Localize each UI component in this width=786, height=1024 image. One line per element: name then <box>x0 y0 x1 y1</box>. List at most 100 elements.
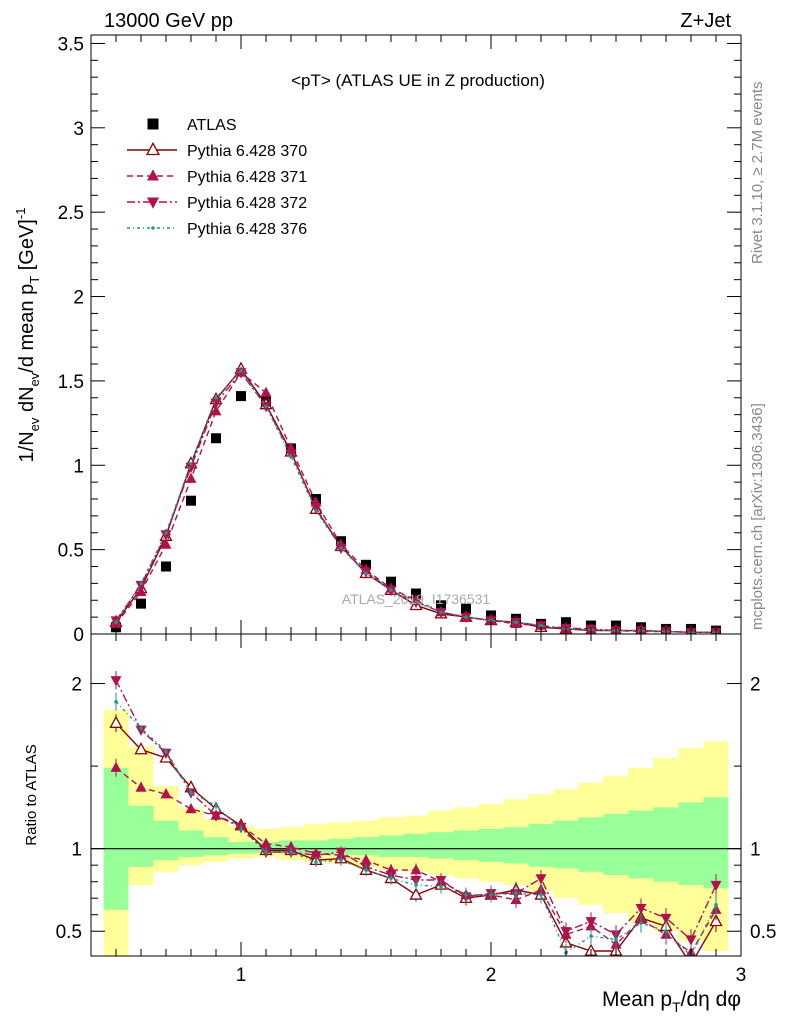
uncertainty-band-inner <box>228 842 254 854</box>
legend-label: Pythia 6.428 372 <box>187 195 307 212</box>
ratio-series-point-2 <box>685 935 697 946</box>
ratio-series-point-1 <box>360 854 372 865</box>
mcplots-label: mcplots.cern.ch [arXiv:1306.3436] <box>749 403 766 630</box>
uncertainty-band-inner <box>103 767 129 910</box>
ratio-series-point-2 <box>335 847 347 859</box>
main-series-point-4 <box>139 581 143 586</box>
main-series-point-3 <box>160 530 172 541</box>
ratio-series-point-2 <box>210 811 222 822</box>
main-ytick-label: 1 <box>73 456 84 477</box>
main-ytick-label: 0.5 <box>58 541 84 562</box>
ratio-series-point-3 <box>189 790 193 795</box>
ratio-series-point-2 <box>660 913 672 925</box>
legend: ATLAS Pythia 6.428 370 Pythia 6.428 371 Pyt… <box>127 117 307 238</box>
ratio-xlabel: Mean pT/dη dφ <box>602 988 741 1015</box>
ratio-series-point-2 <box>710 880 722 892</box>
main-axes: 0 0.5 1 1.5 2 2.5 3 3.5 <box>58 34 742 646</box>
ratio-series-point-1 <box>260 837 272 848</box>
main-series-point-4 <box>239 369 243 373</box>
main-ylabel: 1/Nev dNev/d mean pT [GeV]-1 <box>13 208 42 463</box>
uncertainty-band-inner <box>153 820 179 861</box>
ratio-series-point-3 <box>339 858 343 862</box>
main-series-point-3 <box>310 503 322 514</box>
uncertainty-band-inner <box>203 837 229 856</box>
main-series-point-4 <box>189 461 193 466</box>
ratio-series-point-3 <box>214 803 218 808</box>
atlas-data-point <box>211 433 221 444</box>
ratio-series-point-2 <box>585 917 597 928</box>
uncertainty-band-inner <box>453 830 479 861</box>
legend-marker <box>147 169 159 181</box>
ratio-panel: 0.5 0.5 1 1 2 2 1 2 3 Ratio to ATLAS Mean pT/dη … <box>23 633 776 1015</box>
main-series-point-4 <box>364 571 368 576</box>
rivet-label: Rivet 3.1.10, ≥ 2.7M events <box>749 82 766 265</box>
ratio-series-point-1 <box>160 788 172 799</box>
atlas-data-point <box>236 391 246 402</box>
uncertainty-band-inner <box>578 817 604 872</box>
main-series-point-2 <box>260 386 272 397</box>
main-series-point-4 <box>414 600 418 604</box>
legend-label: Pythia 6.428 370 <box>187 143 307 160</box>
atlas-data-point <box>386 576 396 587</box>
uncertainty-band-inner <box>128 805 154 867</box>
uncertainty-band-inner <box>478 828 504 862</box>
ratio-series-point-3 <box>264 850 268 854</box>
ratio-series-point-0 <box>109 715 123 728</box>
ratio-series-point-3 <box>414 883 418 887</box>
legend-marker <box>151 226 155 230</box>
ratio-series-point-3 <box>114 699 118 704</box>
legend-marker <box>147 197 159 209</box>
main-ytick-label: 1.5 <box>58 372 84 393</box>
atlas-data-point <box>411 588 421 599</box>
main-series-point-4 <box>289 455 293 459</box>
ratio-series-point-0 <box>134 742 148 755</box>
uncertainty-band-inner <box>303 840 329 854</box>
ratio-ytick-label-right: 2 <box>750 675 761 696</box>
ratio-series-point-2 <box>310 851 322 862</box>
ratio-series-point-3 <box>139 726 143 730</box>
main-ytick-label: 2 <box>73 288 84 309</box>
ratio-series-point-3 <box>364 868 368 872</box>
ratio-xtick-label: 1 <box>236 965 247 986</box>
main-ytick-label: 0 <box>73 625 84 646</box>
main-series-point-4 <box>539 623 543 628</box>
legend-marker <box>145 141 161 156</box>
main-series-point-3 <box>135 580 147 592</box>
main-panel: 0 0.5 1 1.5 2 2.5 3 3.5 <pT> (ATLAS UE in Z pro… <box>13 34 742 646</box>
legend-marker-atlas <box>147 118 159 130</box>
uncertainty-band-inner <box>178 830 204 857</box>
uncertainty-band-inner <box>378 835 404 857</box>
uncertainty-band-inner <box>353 837 379 856</box>
uncertainty-band-inner <box>528 823 554 867</box>
ratio-ytick-label: 0.5 <box>56 922 82 943</box>
atlas-data-point <box>436 600 446 611</box>
main-series-point-3 <box>235 368 247 379</box>
uncertainty-band-inner <box>503 827 529 864</box>
main-series-point-4 <box>464 615 468 619</box>
ratio-series-point-3 <box>664 929 668 933</box>
ratio-series-point-3 <box>464 893 468 897</box>
atlas-data-point <box>136 598 146 609</box>
main-series-point-2 <box>160 538 172 549</box>
ratio-series-point-1 <box>110 761 122 772</box>
ratio-xtick-label: 2 <box>486 965 497 986</box>
ratio-series-point-3 <box>514 891 518 896</box>
ratio-ytick-label: 2 <box>71 675 82 696</box>
ratio-series-point-3 <box>164 749 168 753</box>
ratio-series-point-3 <box>314 860 318 864</box>
uncertainty-band-inner <box>628 810 654 879</box>
legend-label: Pythia 6.428 371 <box>187 169 307 186</box>
ratio-series-point-2 <box>110 676 122 687</box>
atlas-data-point <box>461 603 471 614</box>
ratio-ytick-label-right: 0.5 <box>750 922 776 943</box>
main-series-point-4 <box>339 546 343 550</box>
uncertainty-band-inner <box>428 832 454 859</box>
main-series-point-4 <box>439 610 443 614</box>
ratio-ytick-label-right: 1 <box>750 840 761 861</box>
ratio-series-point-3 <box>289 850 293 854</box>
ratio-series-point-1 <box>185 802 197 814</box>
atlas-data-point <box>161 561 171 572</box>
main-series-point-3 <box>210 398 222 409</box>
main-series-point-4 <box>314 509 318 513</box>
